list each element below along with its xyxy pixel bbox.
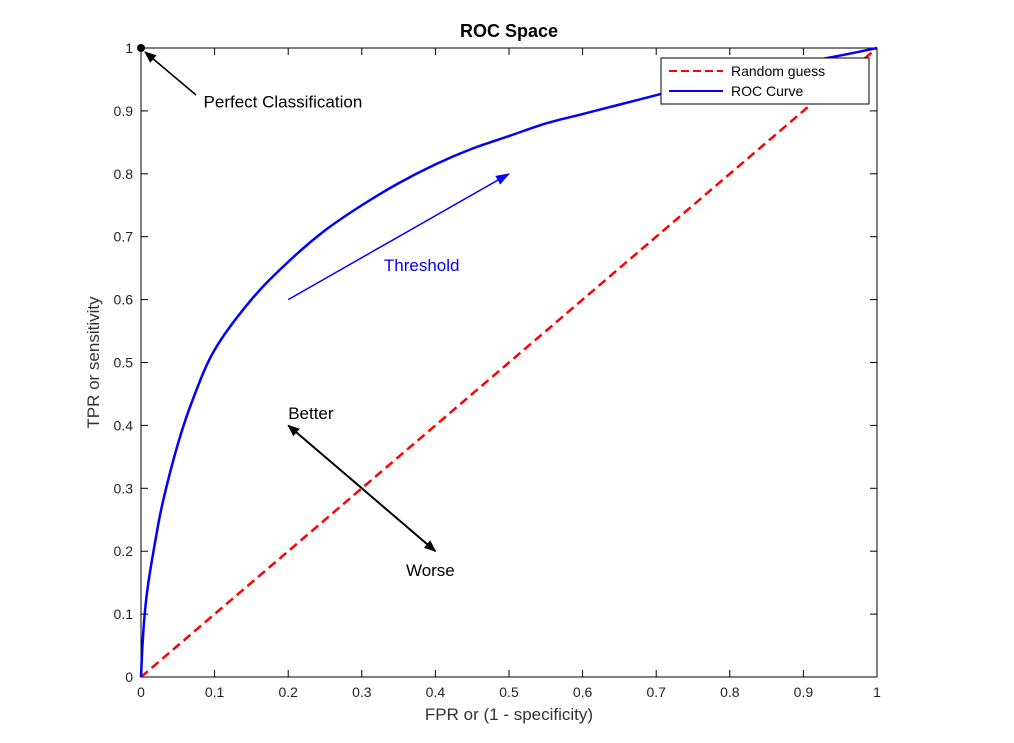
legend: Random guess ROC Curve: [660, 57, 870, 105]
plot-area: 0 0.1 0.2 0.3 0.4 0.5 0.6 0.7 0.8 0.9 1 0 0.1 0.2 0.3 0…: [114, 40, 882, 700]
chart-title: ROC Space: [460, 21, 558, 41]
legend-label-random-guess: Random guess: [731, 63, 825, 79]
x-tick-label: 0.3: [352, 684, 372, 700]
y-tick-label: 0.8: [114, 166, 134, 182]
better-arrow: [287, 424, 363, 490]
x-tick-label: 0.4: [426, 684, 446, 700]
y-tick-label: 0.1: [114, 606, 134, 622]
y-tick-label: 0.5: [114, 355, 134, 371]
x-tick-label: 0.2: [278, 684, 298, 700]
annotations: Perfect Classification Threshold Better Wor…: [137, 44, 510, 580]
y-tick-label: 0.2: [114, 543, 134, 559]
perfect-classification-point: [137, 44, 145, 52]
x-tick-label: 0.1: [205, 684, 225, 700]
worse-arrow: [361, 487, 437, 552]
worse-label: Worse: [406, 561, 455, 580]
legend-box: [660, 57, 870, 105]
x-axis-label: FPR or (1 - specificity): [425, 705, 593, 724]
perfect-classification-arrow: [144, 51, 197, 96]
x-tick-label: 0.6: [573, 684, 593, 700]
x-tick-label: 0.7: [646, 684, 666, 700]
better-label: Better: [288, 404, 334, 423]
y-tick-label: 0.3: [114, 480, 134, 496]
x-tick-label: 0.5: [499, 684, 519, 700]
x-tick-label: 0.9: [794, 684, 814, 700]
threshold-label: Threshold: [384, 256, 460, 275]
x-tick-label: 1: [873, 684, 881, 700]
y-tick-label: 0.9: [114, 103, 134, 119]
x-tick-label: 0.8: [720, 684, 740, 700]
axis-ticks: 0 0.1 0.2 0.3 0.4 0.5 0.6 0.7 0.8 0.9 1 0 0.1 0.2 0.3 0…: [114, 40, 882, 700]
legend-label-roc-curve: ROC Curve: [731, 83, 804, 99]
y-tick-label: 0.6: [114, 292, 134, 308]
y-axis-label: TPR or sensitivity: [84, 296, 103, 429]
y-tick-label: 1: [125, 40, 133, 56]
y-tick-label: 0: [125, 669, 133, 685]
y-tick-label: 0.7: [114, 229, 134, 245]
y-tick-label: 0.4: [114, 417, 134, 433]
random-guess-line: [140, 47, 878, 678]
x-tick-label: 0: [137, 684, 145, 700]
threshold-arrow: [287, 173, 510, 301]
perfect-classification-label: Perfect Classification: [204, 92, 363, 111]
